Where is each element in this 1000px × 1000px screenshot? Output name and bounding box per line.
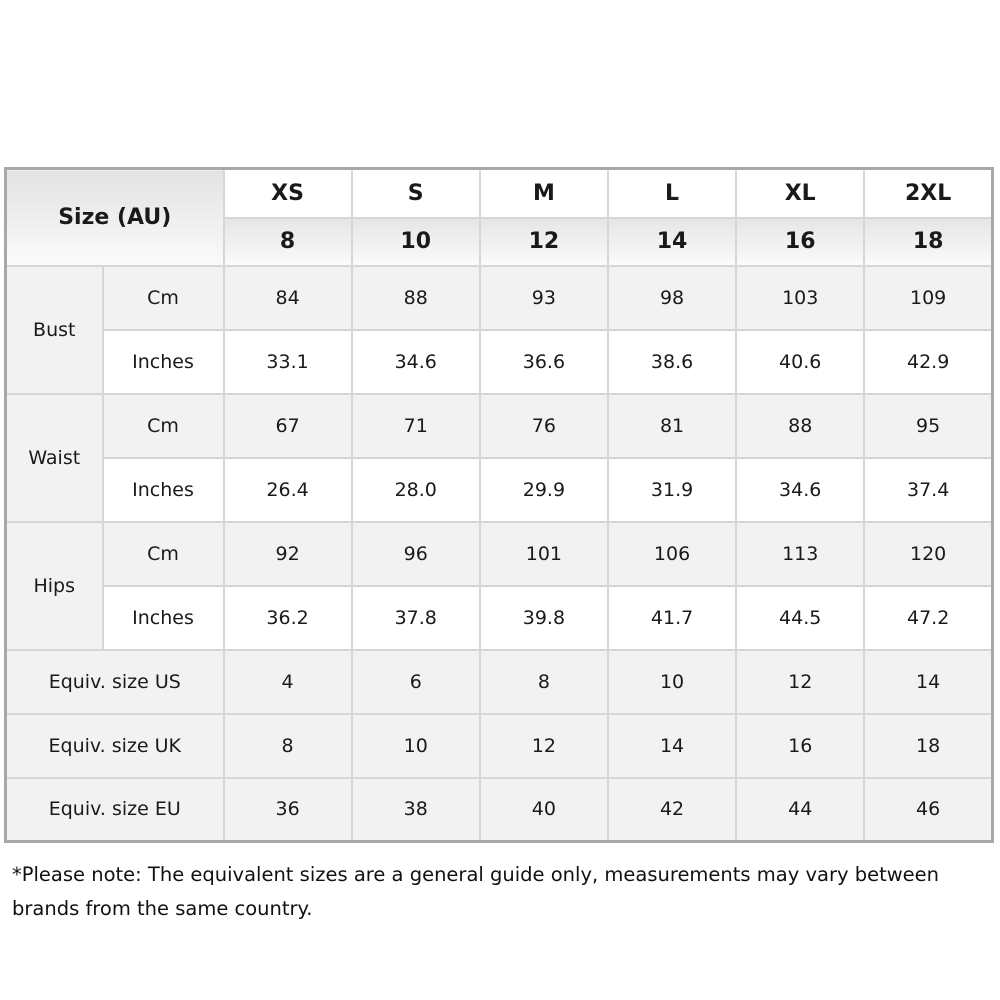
measurement-value: 44.5 <box>735 584 866 651</box>
equivalent-size-label: Equiv. size US <box>4 648 225 715</box>
equivalent-size-value: 10 <box>606 648 738 715</box>
measurement-value: 71 <box>350 392 481 459</box>
equivalent-size-label: Equiv. size UK <box>4 712 225 779</box>
footnote: *Please note: The equivalent sizes are a… <box>12 863 940 920</box>
measurement-value: 36.6 <box>478 328 609 395</box>
measurement-value: 84 <box>222 264 353 331</box>
unit-label: Inches <box>101 456 225 523</box>
equivalent-size-value: 14 <box>863 648 994 715</box>
table-row: Inches 36.2 37.8 39.8 41.7 44.5 47.2 <box>6 584 994 651</box>
equivalent-size-value: 18 <box>863 712 994 779</box>
measurement-value: 93 <box>478 264 609 331</box>
measurement-value: 31.9 <box>606 456 738 523</box>
equivalent-size-value: 14 <box>606 712 738 779</box>
equivalent-size-value: 38 <box>350 776 481 843</box>
measurement-value: 40.6 <box>735 328 866 395</box>
measurement-value: 101 <box>478 520 609 587</box>
equivalent-size-value: 42 <box>606 776 738 843</box>
measurement-value: 92 <box>222 520 353 587</box>
measurement-value: 41.7 <box>606 584 738 651</box>
measurement-value: 98 <box>606 264 738 331</box>
equivalent-size-value: 16 <box>735 712 866 779</box>
measurement-value: 42.9 <box>863 328 994 395</box>
au-size-number: 8 <box>222 216 353 267</box>
equivalent-size-value: 40 <box>478 776 609 843</box>
measurement-value: 109 <box>863 264 994 331</box>
table-row: Inches 26.4 28.0 29.9 31.9 34.6 37.4 <box>6 456 994 523</box>
equivalent-size-value: 12 <box>735 648 866 715</box>
measurement-value: 103 <box>735 264 866 331</box>
measurement-value: 29.9 <box>478 456 609 523</box>
size-label: XS <box>222 167 353 219</box>
measurement-value: 106 <box>606 520 738 587</box>
equivalent-size-value: 10 <box>350 712 481 779</box>
equivalent-size-value: 8 <box>478 648 609 715</box>
size-label: S <box>350 167 481 219</box>
measurement-value: 120 <box>863 520 994 587</box>
table-row: Inches 33.1 34.6 36.6 38.6 40.6 42.9 <box>6 328 994 395</box>
header-row-sizes: Size (AU) XS S M L XL 2XL <box>4 167 994 267</box>
equivalent-size-label: Equiv. size EU <box>4 776 225 843</box>
measurement-value: 67 <box>222 392 353 459</box>
measurement-value: 37.8 <box>350 584 481 651</box>
table-row: Equiv. size US 4 6 8 10 12 14 <box>4 648 994 715</box>
measurement-value: 34.6 <box>735 456 866 523</box>
equivalent-size-value: 8 <box>222 712 353 779</box>
size-au-header: Size (AU) <box>4 167 225 267</box>
measurement-label: Hips <box>4 520 104 651</box>
equivalent-size-value: 6 <box>350 648 481 715</box>
measurement-value: 76 <box>478 392 609 459</box>
measurement-value: 96 <box>350 520 481 587</box>
measurement-value: 88 <box>735 392 866 459</box>
measurement-value: 36.2 <box>222 584 353 651</box>
measurement-value: 95 <box>863 392 994 459</box>
measurement-value: 39.8 <box>478 584 609 651</box>
table-row: Equiv. size EU 36 38 40 42 44 46 <box>4 776 994 843</box>
equivalent-size-value: 4 <box>222 648 353 715</box>
measurement-label: Bust <box>4 264 104 395</box>
au-size-number: 10 <box>350 216 481 267</box>
measurement-value: 26.4 <box>222 456 353 523</box>
size-label: L <box>606 167 738 219</box>
measurement-value: 113 <box>735 520 866 587</box>
au-size-number: 12 <box>478 216 609 267</box>
equivalent-size-value: 36 <box>222 776 353 843</box>
measurement-value: 28.0 <box>350 456 481 523</box>
measurement-label: Waist <box>4 392 104 523</box>
table-row: Equiv. size UK 8 10 12 14 16 18 <box>4 712 994 779</box>
unit-label: Cm <box>101 520 225 587</box>
unit-label: Cm <box>101 264 225 331</box>
au-size-number: 18 <box>863 216 994 267</box>
measurement-value: 47.2 <box>863 584 994 651</box>
table-row: Waist Cm 67 71 76 81 88 95 <box>4 392 994 523</box>
equivalent-size-value: 46 <box>863 776 994 843</box>
au-size-number: 14 <box>606 216 738 267</box>
unit-label: Inches <box>101 328 225 395</box>
size-chart-table: Size (AU) XS S M L XL 2XL 8 10 12 14 16 18 Bust Cm 84 88… <box>4 167 994 843</box>
table-row: Bust Cm 84 88 93 98 103 109 <box>4 264 994 395</box>
measurement-value: 33.1 <box>222 328 353 395</box>
size-label: 2XL <box>863 167 994 219</box>
table-row: Hips Cm 92 96 101 106 113 120 <box>4 520 994 651</box>
header-row-au-numbers: 8 10 12 14 16 18 <box>6 216 994 267</box>
measurement-value: 34.6 <box>350 328 481 395</box>
equivalent-size-value: 44 <box>735 776 866 843</box>
measurement-value: 88 <box>350 264 481 331</box>
equivalent-size-value: 12 <box>478 712 609 779</box>
size-label: XL <box>735 167 866 219</box>
unit-label: Cm <box>101 392 225 459</box>
unit-label: Inches <box>101 584 225 651</box>
measurement-value: 38.6 <box>606 328 738 395</box>
measurement-value: 81 <box>606 392 738 459</box>
size-label: M <box>478 167 609 219</box>
au-size-number: 16 <box>735 216 866 267</box>
measurement-value: 37.4 <box>863 456 994 523</box>
